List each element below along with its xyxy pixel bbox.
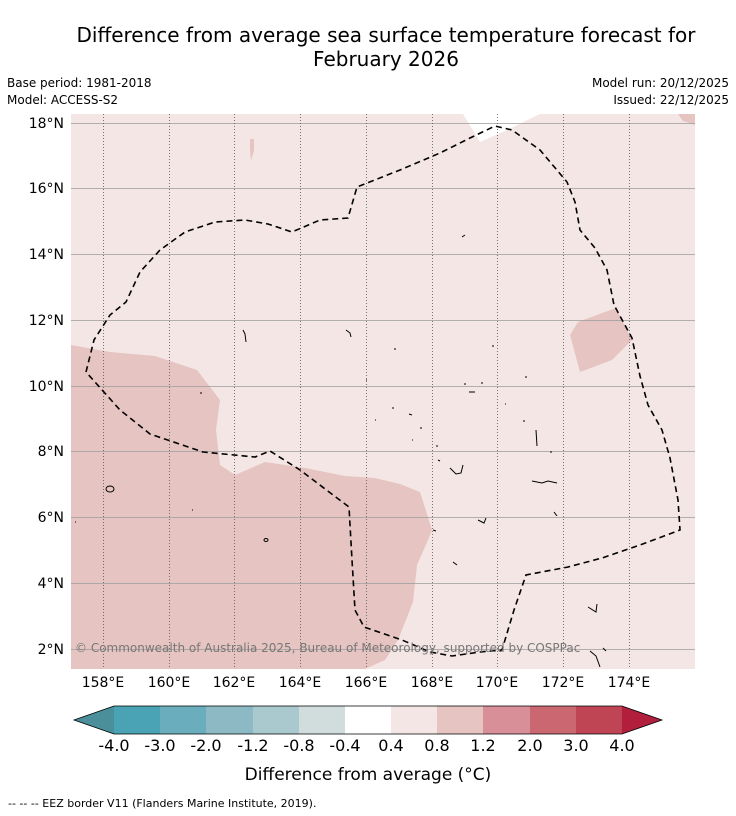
colorbar-label-neg1-2: -1.2 — [237, 736, 268, 755]
latitude-gridlines — [71, 123, 695, 650]
colorbar-label-neg3: -3.0 — [144, 736, 175, 755]
colorbar-label-neg2: -2.0 — [190, 736, 221, 755]
colorbar-segment-5 — [299, 706, 345, 734]
colorbar-label-0-8: 0.8 — [424, 736, 449, 755]
lat-tick-2n: 2°N — [38, 642, 64, 658]
colorbar-segment-2 — [160, 706, 206, 734]
colorbar-label-neg4: -4.0 — [98, 736, 129, 755]
lon-tick-168e: 168°E — [411, 675, 454, 691]
colorbar-segment-4 — [253, 706, 299, 734]
colorbar-label-0-4: 0.4 — [378, 736, 403, 755]
colorbar-label-neg0-8: -0.8 — [283, 736, 314, 755]
warm-patch-small — [250, 139, 254, 161]
colorbar-segment-9 — [483, 706, 530, 734]
colorbar-segment-6 — [345, 706, 391, 734]
lat-tick-14n: 14°N — [29, 247, 64, 263]
lat-tick-4n: 4°N — [38, 576, 64, 592]
lon-tick-166e: 166°E — [345, 675, 388, 691]
lat-tick-12n: 12°N — [29, 313, 64, 329]
colorbar-segment-10 — [530, 706, 576, 734]
colorbar-label-2: 2.0 — [517, 736, 542, 755]
lat-tick-8n: 8°N — [38, 444, 64, 460]
copyright-credit: © Commonwealth of Australia 2025, Bureau… — [75, 641, 581, 655]
colorbar-outline — [72, 705, 664, 735]
lon-tick-170e: 170°E — [476, 675, 519, 691]
colorbar-segment-8 — [437, 706, 483, 734]
lat-tick-10n: 10°N — [29, 379, 64, 395]
lon-tick-174e: 174°E — [608, 675, 651, 691]
colorbar-segment-3 — [206, 706, 253, 734]
map-title-line1: Difference from average sea surface temp… — [76, 23, 696, 47]
colorbar-label-4: 4.0 — [609, 736, 634, 755]
colorbar-segment-7 — [391, 706, 437, 734]
colorbar-segment-11 — [576, 706, 622, 734]
model-run: Model run: 20/12/2025 — [591, 76, 729, 90]
model-name: Model: ACCESS-S2 — [7, 93, 119, 107]
lon-tick-164e: 164°E — [279, 675, 322, 691]
colorbar-label-neg0-4: -0.4 — [329, 736, 360, 755]
warm-anomaly-east — [570, 308, 632, 372]
colorbar — [72, 705, 664, 735]
colorbar-label-1-2: 1.2 — [470, 736, 495, 755]
lon-tick-160e: 160°E — [148, 675, 191, 691]
colorbar-low-extend — [74, 706, 114, 734]
lon-tick-162e: 162°E — [213, 675, 256, 691]
lat-tick-18n: 18°N — [29, 116, 64, 132]
colorbar-title: Difference from average (°C) — [245, 765, 492, 785]
latitude-axis-labels: 2°N 4°N 6°N 8°N 10°N 12°N 14°N 16°N 18°N — [29, 116, 64, 658]
colorbar-segment-1 — [114, 706, 160, 734]
issued-date: Issued: 22/12/2025 — [613, 93, 729, 107]
colorbar-labels: -4.0 -3.0 -2.0 -1.2 -0.8 -0.4 0.4 0.8 1.… — [98, 736, 634, 755]
lat-tick-16n: 16°N — [29, 181, 64, 197]
eez-border — [85, 125, 681, 657]
base-period: Base period: 1981-2018 — [7, 76, 152, 90]
colorbar-label-3: 3.0 — [563, 736, 588, 755]
longitude-gridlines — [103, 114, 630, 669]
lon-tick-158e: 158°E — [82, 675, 125, 691]
map-plot-area — [71, 114, 695, 669]
map-title-line2: February 2026 — [313, 47, 459, 71]
lat-tick-6n: 6°N — [38, 510, 64, 526]
warm-patch-corner — [678, 114, 695, 125]
lon-tick-172e: 172°E — [542, 675, 585, 691]
longitude-axis-labels: 158°E 160°E 162°E 164°E 166°E 168°E 170°… — [82, 675, 651, 691]
islands — [75, 234, 607, 668]
eez-footnote: -- -- -- EEZ border V11 (Flanders Marine… — [8, 797, 317, 810]
colorbar-high-extend — [622, 706, 662, 734]
warm-anomaly-region — [71, 345, 432, 669]
